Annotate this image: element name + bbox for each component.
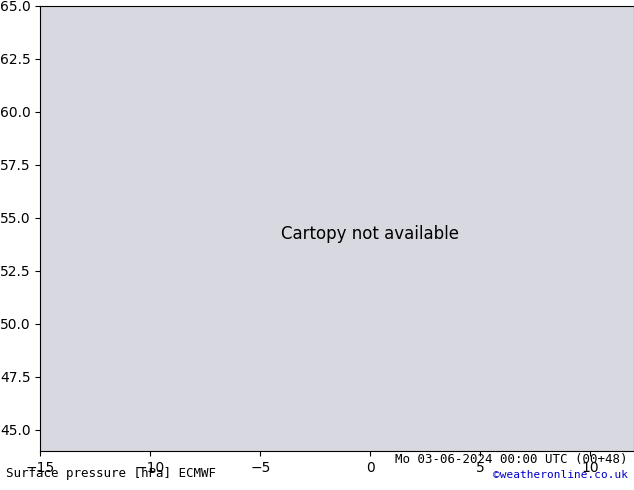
Text: ©weatheronline.co.uk: ©weatheronline.co.uk [493,470,628,480]
Text: Mo 03-06-2024 00:00 UTC (00+48): Mo 03-06-2024 00:00 UTC (00+48) [395,452,628,466]
Text: Cartopy not available: Cartopy not available [281,225,459,243]
Text: Surface pressure [hPa] ECMWF: Surface pressure [hPa] ECMWF [6,467,216,480]
